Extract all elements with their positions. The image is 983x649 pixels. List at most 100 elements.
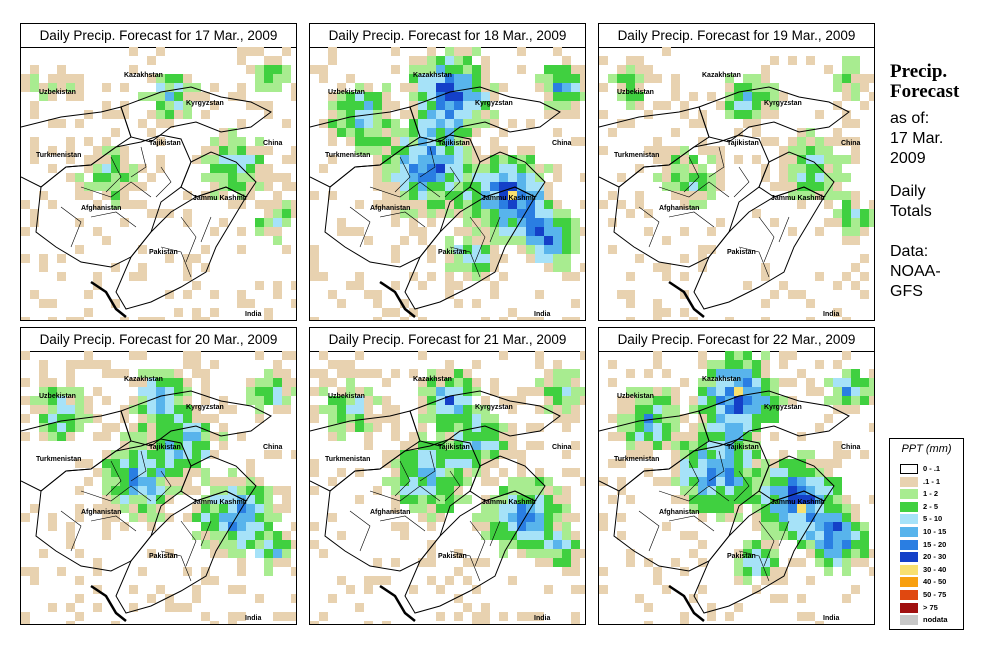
as-of-label: as of:	[890, 110, 930, 127]
map-label: Jammu Kashmir	[771, 499, 826, 506]
map-label: Afghanistan	[81, 205, 121, 212]
precip-map-svg: Kazakhstan Uzbekistan Kyrgyzstan Tajikistan…	[310, 47, 585, 320]
precip-map: Kazakhstan Uzbekistan Kyrgyzstan Tajikistan…	[310, 351, 585, 624]
legend-label: 40 - 50	[923, 577, 947, 587]
legend-swatch	[900, 615, 918, 626]
legend-item: 15 - 20	[900, 539, 962, 551]
legend-swatch	[900, 464, 918, 474]
legend-label: .1 - 1	[923, 476, 941, 486]
map-label: Pakistan	[438, 249, 467, 256]
map-label: Afghanistan	[370, 205, 410, 212]
legend-swatch	[900, 489, 918, 500]
map-label: Tajikistan	[149, 444, 181, 451]
map-label: Pakistan	[149, 553, 178, 560]
map-label: Tajikistan	[438, 444, 470, 451]
map-label: India	[823, 311, 839, 318]
legend-label: nodata	[923, 615, 948, 625]
forecast-panel-19-mar: Daily Precip. Forecast for 19 Mar., 2009…	[598, 23, 875, 321]
map-label: China	[263, 140, 283, 147]
map-label: Turkmenistan	[614, 456, 659, 463]
precip-map-svg: Kazakhstan Uzbekistan Kyrgyzstan Tajikistan…	[21, 351, 296, 624]
map-label: India	[245, 615, 261, 622]
legend-swatch	[900, 577, 918, 588]
map-label: Pakistan	[438, 553, 467, 560]
legend-item: 10 - 15	[900, 526, 962, 538]
data-label: Data:	[890, 243, 929, 260]
map-label: China	[841, 444, 861, 451]
legend-item: 30 - 40	[900, 564, 962, 576]
legend-item: > 75	[900, 602, 962, 614]
legend-swatch	[900, 564, 918, 575]
as-of-year: 2009	[890, 150, 926, 167]
map-label: Pakistan	[727, 553, 756, 560]
legend-label: 5 - 10	[923, 514, 943, 524]
precip-map-svg: Kazakhstan Uzbekistan Kyrgyzstan Tajikistan…	[599, 351, 874, 624]
map-label: Afghanistan	[370, 509, 410, 516]
legend-label: 30 - 40	[923, 564, 947, 574]
as-of-date: as of: 17 Mar. 2009	[890, 109, 943, 169]
forecast-panel-21-mar: Daily Precip. Forecast for 21 Mar., 2009…	[309, 327, 586, 625]
sidebar-title: Precip. Forecast	[890, 62, 959, 102]
map-label: India	[823, 615, 839, 622]
map-label: Kazakhstan	[702, 376, 741, 383]
precip-map: Kazakhstan Uzbekistan Kyrgyzstan Tajikistan…	[310, 47, 585, 320]
data-source-line2: GFS	[890, 283, 923, 300]
totals-line1: Daily	[890, 183, 926, 200]
map-label: Uzbekistan	[39, 393, 76, 400]
map-label: Turkmenistan	[325, 152, 370, 159]
legend-label: 15 - 20	[923, 539, 947, 549]
map-label: China	[552, 444, 572, 451]
map-label: India	[534, 615, 550, 622]
map-label: Uzbekistan	[328, 393, 365, 400]
panel-title: Daily Precip. Forecast for 22 Mar., 2009	[599, 328, 874, 352]
map-label: China	[552, 140, 572, 147]
panel-title: Daily Precip. Forecast for 20 Mar., 2009	[21, 328, 296, 352]
map-label: Jammu Kashmir	[482, 195, 537, 202]
legend-item: 5 - 10	[900, 513, 962, 525]
legend-swatch	[900, 476, 918, 487]
panel-title: Daily Precip. Forecast for 17 Mar., 2009	[21, 24, 296, 48]
map-label: India	[534, 311, 550, 318]
legend-label: 2 - 5	[923, 501, 939, 511]
map-label: Tajikistan	[438, 140, 470, 147]
map-label: Tajikistan	[149, 140, 181, 147]
map-label: China	[841, 140, 861, 147]
map-label: Jammu Kashmir	[193, 499, 248, 506]
map-label: Tajikistan	[727, 444, 759, 451]
legend-label: 50 - 75	[923, 590, 947, 599]
precip-map: Kazakhstan Uzbekistan Kyrgyzstan Tajikistan…	[21, 47, 296, 320]
map-label: Kazakhstan	[413, 72, 452, 79]
map-label: China	[263, 444, 283, 451]
legend-label: 20 - 30	[923, 552, 947, 562]
data-source-line1: NOAA-	[890, 263, 941, 280]
map-label: Tajikistan	[727, 140, 759, 147]
map-label: Afghanistan	[659, 509, 699, 516]
legend-item: .1 - 1	[900, 476, 962, 488]
legend-label: > 75	[923, 602, 938, 612]
map-label: Afghanistan	[659, 205, 699, 212]
forecast-panel-22-mar: Daily Precip. Forecast for 22 Mar., 2009…	[598, 327, 875, 625]
sidebar-title-line1: Precip.	[890, 61, 948, 82]
map-label: Turkmenistan	[325, 456, 370, 463]
map-label: Kyrgyzstan	[186, 404, 224, 411]
precip-map-svg: Kazakhstan Uzbekistan Kyrgyzstan Tajikistan…	[599, 47, 874, 320]
map-label: Kazakhstan	[124, 72, 163, 79]
legend-item: 0 - .1	[900, 463, 962, 475]
legend-item: 40 - 50	[900, 576, 962, 588]
map-label: Kyrgyzstan	[475, 100, 513, 107]
legend-title: PPT (mm)	[901, 443, 952, 455]
legend-swatch	[900, 590, 918, 600]
totals-line2: Totals	[890, 203, 932, 220]
map-label: Jammu Kashmir	[193, 195, 248, 202]
map-label: Turkmenistan	[36, 152, 81, 159]
precip-map-svg: Kazakhstan Uzbekistan Kyrgyzstan Tajikistan…	[310, 351, 585, 624]
map-label: Pakistan	[727, 249, 756, 256]
legend-label: 1 - 2	[923, 489, 939, 499]
map-label: Kyrgyzstan	[186, 100, 224, 107]
precip-map: Kazakhstan Uzbekistan Kyrgyzstan Tajikistan…	[599, 47, 874, 320]
map-label: Kazakhstan	[702, 72, 741, 79]
legend-label: 0 - .1	[923, 464, 941, 473]
map-label: Kyrgyzstan	[475, 404, 513, 411]
data-source: Data: NOAA- GFS	[890, 242, 941, 302]
map-label: Kyrgyzstan	[764, 404, 802, 411]
